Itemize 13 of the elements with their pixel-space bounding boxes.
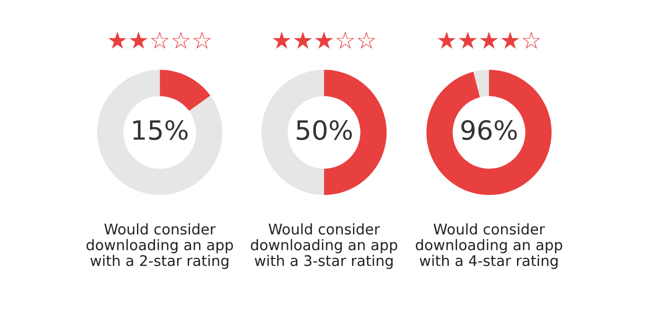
donut-slice [473,70,489,98]
text: 15% [133,120,188,140]
donut-slice [97,70,222,195]
text: Would consider downloading an app with a 2-star rating [86,223,233,269]
chart-title: ★★★★☆ [438,32,540,49]
chart-title: ★★★☆☆ [272,32,376,49]
donut-slice [160,70,210,112]
donut-slice [426,70,552,195]
text: 96% [461,120,517,140]
text: Would consider downloading an app with a 4-star rating [416,223,562,269]
text: 50% [296,120,352,140]
chart-title: ★★☆☆☆ [108,32,212,49]
text: Would consider downloading an app with a 3-star rating [250,223,398,269]
